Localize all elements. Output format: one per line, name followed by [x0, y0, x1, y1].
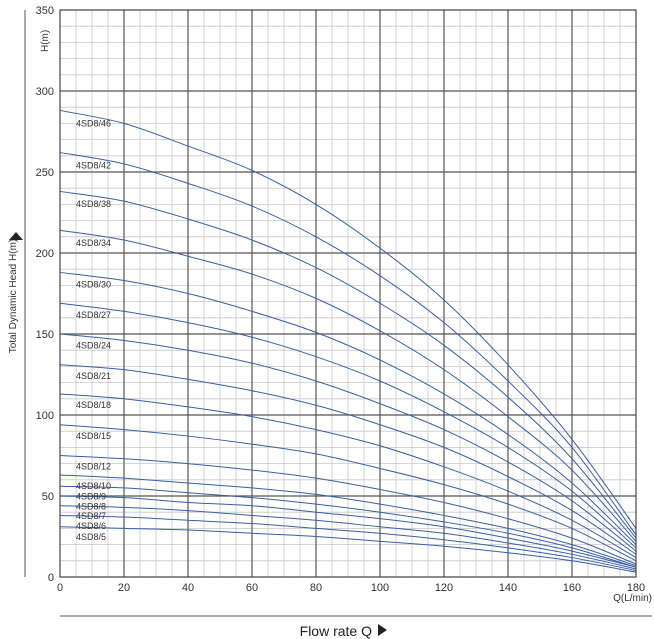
curve-label: 4SD8/18: [76, 400, 111, 410]
curve-label: 4SD8/46: [76, 119, 111, 129]
pump-curve-line: [59, 485, 637, 568]
pump-curve-line: [59, 271, 637, 545]
pump-curve-line: [59, 505, 637, 570]
y-tick-label: 50: [42, 491, 54, 503]
curve-label: 4SD8/10: [76, 481, 111, 491]
y-axis-top-label: H(m): [40, 30, 51, 52]
pump-curve-line: [59, 455, 637, 565]
y-tick-label: 350: [36, 5, 54, 17]
x-tick-label: 0: [57, 582, 63, 594]
pump-curve-line: [59, 424, 637, 562]
x-tick-label: 20: [118, 582, 130, 594]
pump-curve-line: [59, 190, 637, 539]
x-tick-labels: 0 20 40 60 80 100 120 140 160 180: [57, 582, 645, 594]
curve-label: 4SD8/38: [76, 199, 111, 209]
pump-curve-line: [59, 302, 637, 549]
y-axis-arrow-icon: [9, 232, 23, 240]
pump-curve-line: [59, 229, 637, 542]
y-tick-label: 250: [36, 167, 54, 179]
x-tick-label: 60: [246, 582, 258, 594]
plot-frame: [59, 9, 637, 578]
pump-curve-line: [59, 152, 637, 536]
y-tick-label: 100: [36, 410, 54, 422]
pump-curve-line: [59, 526, 637, 573]
curve-label: 4SD8/21: [76, 371, 111, 381]
x-tick-label: 180: [627, 582, 645, 594]
curve-label: 4SD8/42: [76, 160, 111, 170]
x-tick-label: 160: [563, 582, 581, 594]
x-axis-title: Flow rate Q: [300, 623, 372, 639]
minor-grid: [60, 10, 636, 577]
x-tick-label: 40: [182, 582, 194, 594]
pump-curve-line: [59, 514, 637, 572]
curve-label: 4SD8/9: [76, 492, 106, 502]
y-tick-label: 300: [36, 86, 54, 98]
curve-label: 4SD8/5: [76, 532, 106, 542]
curve-label: 4SD8/8: [76, 501, 106, 511]
curve-label: 4SD8/24: [76, 341, 111, 351]
curve-label: 4SD8/15: [76, 431, 111, 441]
y-tick-label: 150: [36, 329, 54, 341]
curve-labels: 4SD8/46 4SD8/42 4SD8/38 4SD8/34 4SD8/30 4SD8/…: [76, 119, 111, 543]
x-tick-label: 140: [499, 582, 517, 594]
pump-curve-line: [59, 364, 637, 555]
curve-label: 4SD8/30: [76, 279, 111, 289]
x-axis-arrow-icon: [378, 624, 387, 636]
x-tick-label: 80: [310, 582, 322, 594]
x-axis-right-label: Q(L/min): [613, 593, 652, 604]
x-tick-label: 100: [371, 582, 389, 594]
pump-curve-line: [59, 109, 637, 529]
y-tick-label: 200: [36, 248, 54, 260]
pump-curve-line: [59, 495, 637, 568]
curve-label: 4SD8/12: [76, 461, 111, 471]
curve-label: 4SD8/6: [76, 521, 106, 531]
curve-label: 4SD8/7: [76, 511, 106, 521]
curve-label: 4SD8/27: [76, 310, 111, 320]
pump-curve-line: [59, 393, 637, 558]
curve-label: 4SD8/34: [76, 238, 111, 248]
pump-curve-line: [59, 474, 637, 567]
y-axis-title: Total Dynamic Head H(m): [8, 239, 19, 353]
y-tick-labels: 0 50 100 150 200 250 300 350: [36, 5, 54, 584]
x-tick-label: 120: [435, 582, 453, 594]
performance-curves: [59, 109, 637, 573]
pump-curve-line: [59, 333, 637, 552]
y-tick-label: 0: [48, 572, 54, 584]
